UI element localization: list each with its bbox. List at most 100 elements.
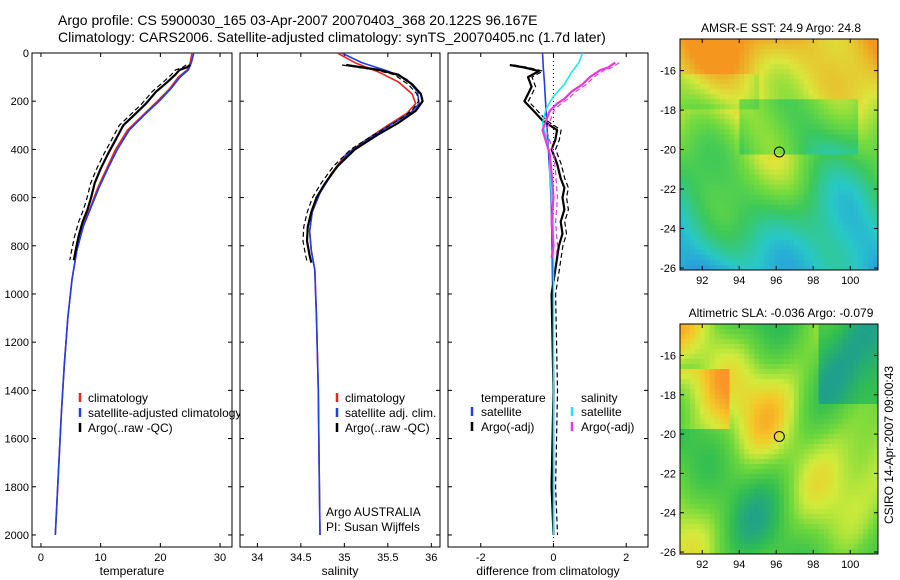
heatmap-cell bbox=[684, 144, 691, 151]
heatmap-cell bbox=[823, 94, 830, 100]
heatmap-cell bbox=[793, 199, 800, 206]
heatmap-cell bbox=[754, 114, 760, 120]
heatmap-cell bbox=[754, 379, 760, 385]
heatmap-cell bbox=[803, 224, 810, 231]
heatmap-cell bbox=[843, 389, 849, 395]
heatmap-cell bbox=[704, 364, 711, 370]
heatmap-cell bbox=[734, 99, 740, 105]
heatmap-cell bbox=[868, 509, 874, 515]
heatmap-cell bbox=[808, 189, 815, 196]
heatmap-cell bbox=[729, 204, 736, 211]
heatmap-cell bbox=[744, 444, 750, 450]
heatmap-cell bbox=[699, 449, 706, 455]
heatmap-cell bbox=[813, 194, 820, 201]
heatmap-cell bbox=[684, 229, 691, 236]
heatmap-cell bbox=[868, 389, 874, 395]
heatmap-cell bbox=[798, 194, 805, 201]
heatmap-cell bbox=[724, 529, 731, 535]
heatmap-cell bbox=[719, 339, 726, 345]
heatmap-cell bbox=[729, 509, 736, 515]
heatmap-cell bbox=[739, 444, 745, 450]
heatmap-cell bbox=[808, 549, 815, 554]
heatmap-cell bbox=[803, 384, 810, 390]
heatmap-cell bbox=[843, 144, 849, 151]
heatmap-cell bbox=[843, 354, 849, 360]
heatmap-cell bbox=[848, 169, 854, 176]
argo-position-marker bbox=[773, 430, 785, 442]
heatmap-cell bbox=[719, 234, 726, 241]
heatmap-cell bbox=[808, 349, 815, 355]
heatmap-cell bbox=[699, 99, 706, 105]
heatmap-cell bbox=[788, 39, 795, 45]
heatmap-cell bbox=[734, 174, 740, 181]
heatmap-cell bbox=[734, 259, 740, 266]
heatmap-cell bbox=[803, 174, 810, 181]
heatmap-cell bbox=[719, 209, 726, 216]
heatmap-cell bbox=[788, 344, 795, 350]
heatmap-cell bbox=[873, 74, 878, 80]
heatmap-cell bbox=[744, 384, 750, 390]
heatmap-cell bbox=[823, 149, 830, 156]
heatmap-cell bbox=[769, 144, 775, 151]
heatmap-cell bbox=[694, 449, 701, 455]
heatmap-cell bbox=[769, 44, 775, 50]
heatmap-cell bbox=[739, 154, 745, 161]
heatmap-cell bbox=[813, 189, 820, 196]
heatmap-cell bbox=[793, 454, 800, 460]
heatmap-cell bbox=[868, 424, 874, 430]
heatmap-cell bbox=[858, 199, 864, 206]
heatmap-cell bbox=[729, 114, 736, 120]
heatmap-cell bbox=[798, 79, 805, 85]
heatmap-cell bbox=[813, 74, 820, 80]
x-tick-label: 100 bbox=[841, 275, 859, 287]
heatmap-cell bbox=[803, 359, 810, 365]
heatmap-cell bbox=[843, 384, 849, 390]
heatmap-cell bbox=[828, 214, 835, 221]
heatmap-cell bbox=[714, 329, 721, 335]
heatmap-cell bbox=[868, 334, 874, 340]
heatmap-cell bbox=[853, 229, 859, 236]
heatmap-cell bbox=[739, 349, 745, 355]
heatmap-cell bbox=[793, 349, 800, 355]
heatmap-cell bbox=[868, 469, 874, 475]
heatmap-cell bbox=[744, 64, 750, 70]
heatmap-cell bbox=[848, 259, 854, 266]
heatmap-cell bbox=[828, 64, 835, 70]
heatmap-cell bbox=[858, 209, 864, 216]
heatmap-cell bbox=[724, 454, 731, 460]
heatmap-cell bbox=[734, 329, 740, 335]
heatmap-cell bbox=[714, 164, 721, 171]
heatmap-cell bbox=[838, 154, 844, 161]
heatmap-cell bbox=[818, 189, 825, 196]
heatmap-cell bbox=[699, 254, 706, 261]
heatmap-cell bbox=[788, 519, 795, 525]
heatmap-cell bbox=[709, 54, 716, 60]
heatmap-cell bbox=[769, 124, 775, 130]
heatmap-cell bbox=[863, 374, 869, 380]
heatmap-cell bbox=[868, 444, 874, 450]
heatmap-cell bbox=[714, 229, 721, 236]
heatmap-cell bbox=[808, 514, 815, 520]
heatmap-cell bbox=[783, 509, 790, 515]
heatmap-cell bbox=[724, 184, 731, 191]
heatmap-cell bbox=[863, 59, 869, 65]
heatmap-cell bbox=[823, 204, 830, 211]
figure-title: Argo profile: CS 5900030_165 03-Apr-2007… bbox=[58, 12, 606, 46]
heatmap-cell bbox=[759, 214, 765, 221]
heatmap-cell bbox=[803, 99, 810, 105]
heatmap-cell bbox=[848, 74, 854, 80]
plot-frame bbox=[31, 52, 233, 548]
heatmap-cell bbox=[818, 459, 825, 465]
heatmap-cell bbox=[828, 494, 835, 500]
heatmap-cell bbox=[863, 449, 869, 455]
heatmap-cell bbox=[873, 344, 878, 350]
heatmap-cell bbox=[769, 374, 775, 380]
heatmap-cell bbox=[759, 509, 765, 515]
heatmap-cell bbox=[749, 179, 755, 186]
heatmap-cell bbox=[769, 494, 775, 500]
heatmap-cell bbox=[734, 184, 740, 191]
heatmap-cell bbox=[729, 169, 736, 176]
heatmap-cell bbox=[843, 44, 849, 50]
heatmap-cell bbox=[798, 159, 805, 166]
heatmap-cell bbox=[783, 84, 790, 90]
